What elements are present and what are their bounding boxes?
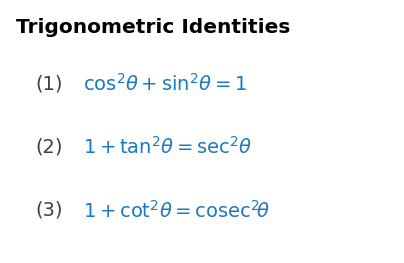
Text: Trigonometric Identities: Trigonometric Identities	[16, 18, 290, 37]
Text: $\cos^2\!\theta + \sin^2\!\theta = 1$: $\cos^2\!\theta + \sin^2\!\theta = 1$	[83, 73, 247, 95]
Text: (1): (1)	[35, 75, 63, 94]
Text: $1 + \tan^2\!\theta = \sec^2\!\theta$: $1 + \tan^2\!\theta = \sec^2\!\theta$	[83, 136, 252, 158]
Text: (2): (2)	[35, 138, 63, 157]
Text: (3): (3)	[35, 201, 63, 220]
Text: $1 + \cot^2\!\theta = \mathrm{cosec}^2\!\theta$: $1 + \cot^2\!\theta = \mathrm{cosec}^2\!…	[83, 199, 270, 221]
